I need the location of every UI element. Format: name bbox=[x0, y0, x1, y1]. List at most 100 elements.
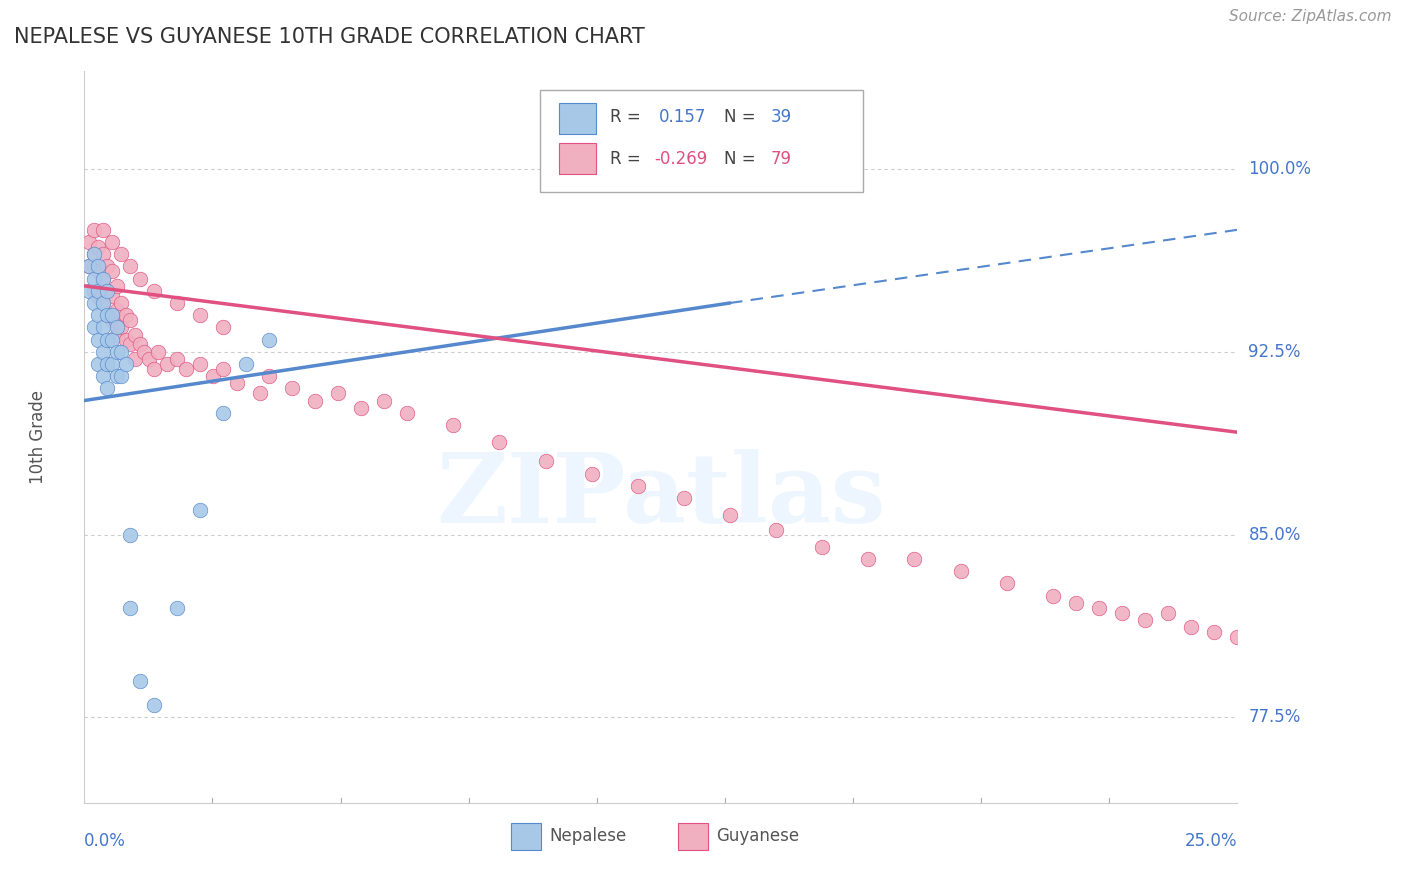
Bar bbox=[510, 822, 541, 850]
Point bbox=[96, 381, 118, 395]
Point bbox=[718, 508, 741, 522]
Point bbox=[101, 313, 124, 327]
Point bbox=[257, 333, 280, 347]
Point bbox=[1157, 606, 1180, 620]
Point bbox=[350, 401, 373, 415]
Point bbox=[1226, 630, 1249, 644]
Point bbox=[1042, 589, 1064, 603]
Point bbox=[142, 361, 165, 376]
Point bbox=[120, 600, 142, 615]
Point bbox=[672, 491, 695, 505]
Point bbox=[166, 600, 188, 615]
Text: NEPALESE VS GUYANESE 10TH GRADE CORRELATION CHART: NEPALESE VS GUYANESE 10TH GRADE CORRELAT… bbox=[14, 27, 645, 46]
Point bbox=[91, 369, 114, 384]
Point bbox=[91, 296, 114, 310]
Text: N =: N = bbox=[724, 109, 761, 127]
FancyBboxPatch shape bbox=[540, 90, 863, 192]
Point bbox=[903, 552, 925, 566]
Point bbox=[87, 264, 110, 278]
Point bbox=[765, 523, 787, 537]
Point bbox=[96, 284, 118, 298]
Point bbox=[87, 260, 110, 274]
Point bbox=[1111, 606, 1133, 620]
Text: R =: R = bbox=[610, 109, 647, 127]
Point bbox=[83, 247, 105, 261]
Point bbox=[101, 308, 124, 322]
Point bbox=[105, 320, 128, 334]
Point bbox=[83, 320, 105, 334]
Point bbox=[83, 223, 105, 237]
Point bbox=[101, 288, 124, 302]
Text: 85.0%: 85.0% bbox=[1249, 525, 1301, 543]
Point bbox=[96, 357, 118, 371]
Point bbox=[211, 320, 233, 334]
Point bbox=[83, 271, 105, 285]
Text: Guyanese: Guyanese bbox=[716, 828, 799, 846]
Bar bbox=[560, 103, 596, 134]
Point bbox=[156, 357, 179, 371]
Point bbox=[83, 296, 105, 310]
Point bbox=[87, 240, 110, 254]
Point bbox=[91, 223, 114, 237]
Text: 77.5%: 77.5% bbox=[1249, 708, 1301, 726]
Point bbox=[96, 284, 118, 298]
Text: 92.5%: 92.5% bbox=[1249, 343, 1301, 360]
Point bbox=[120, 337, 142, 351]
Point bbox=[235, 357, 257, 371]
Point bbox=[77, 235, 100, 249]
Point bbox=[96, 308, 118, 322]
Text: 10th Grade: 10th Grade bbox=[30, 390, 48, 484]
Bar bbox=[560, 143, 596, 174]
Point bbox=[188, 308, 211, 322]
Text: -0.269: -0.269 bbox=[654, 150, 707, 168]
Point bbox=[105, 344, 128, 359]
Point bbox=[1204, 625, 1226, 640]
Text: ZIPatlas: ZIPatlas bbox=[436, 449, 886, 542]
Point bbox=[101, 357, 124, 371]
Point bbox=[110, 369, 132, 384]
Point bbox=[83, 284, 105, 298]
Text: 79: 79 bbox=[770, 150, 792, 168]
Point bbox=[91, 247, 114, 261]
Text: Source: ZipAtlas.com: Source: ZipAtlas.com bbox=[1229, 9, 1392, 24]
Point bbox=[174, 361, 197, 376]
Point bbox=[105, 369, 128, 384]
Point bbox=[91, 271, 114, 285]
Point bbox=[128, 271, 150, 285]
Point bbox=[858, 552, 880, 566]
Point bbox=[110, 247, 132, 261]
Point bbox=[115, 357, 138, 371]
Text: 100.0%: 100.0% bbox=[1249, 160, 1312, 178]
Point bbox=[188, 503, 211, 517]
Point bbox=[96, 260, 118, 274]
Text: 0.157: 0.157 bbox=[658, 109, 706, 127]
Point bbox=[1133, 613, 1156, 627]
Text: N =: N = bbox=[724, 150, 761, 168]
Point bbox=[142, 698, 165, 713]
Point bbox=[110, 344, 132, 359]
Point bbox=[120, 260, 142, 274]
Point bbox=[101, 264, 124, 278]
Point bbox=[488, 434, 510, 449]
Text: Nepalese: Nepalese bbox=[548, 828, 626, 846]
Point bbox=[211, 406, 233, 420]
Point bbox=[142, 284, 165, 298]
Point bbox=[115, 333, 138, 347]
Point bbox=[211, 361, 233, 376]
Point bbox=[1180, 620, 1202, 634]
Text: 0.0%: 0.0% bbox=[84, 832, 127, 850]
Point bbox=[128, 673, 150, 688]
Point bbox=[87, 284, 110, 298]
Point bbox=[105, 303, 128, 318]
Point bbox=[120, 527, 142, 541]
Point bbox=[124, 327, 146, 342]
Point bbox=[627, 479, 650, 493]
Point bbox=[138, 352, 160, 367]
Point bbox=[811, 540, 834, 554]
Point bbox=[91, 344, 114, 359]
Point bbox=[96, 333, 118, 347]
Point bbox=[257, 369, 280, 384]
Point bbox=[83, 260, 105, 274]
Point bbox=[281, 381, 304, 395]
Point bbox=[949, 564, 972, 578]
